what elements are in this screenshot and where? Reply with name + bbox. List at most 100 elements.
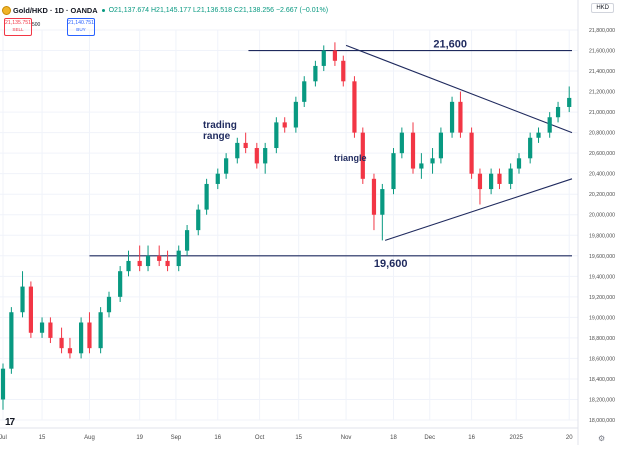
tradingview-logo[interactable]: 17 [5, 417, 15, 428]
y-axis[interactable]: 18,000,000 18,200,000 18,400,000 18,600,000… [577, 0, 615, 445]
x-tick-label: Sep [171, 435, 182, 441]
x-tick-label: 15 [39, 435, 46, 441]
candles[interactable] [0, 42, 572, 410]
candle-body [528, 137, 533, 159]
candle-body [293, 101, 298, 128]
label-triangle: triangle [334, 153, 367, 163]
candle-body [313, 65, 318, 82]
candle-body [508, 168, 513, 184]
candle-body [215, 173, 220, 184]
candle-body [126, 260, 131, 272]
y-tick-label: 18,800,000 [589, 336, 615, 342]
gold-symbol-icon [2, 5, 11, 15]
y-tick-label: 20,000,000 [589, 213, 615, 219]
candle-body [118, 271, 123, 297]
label-trading-range-line: range [203, 131, 231, 142]
x-tick-label: Jul [0, 435, 7, 441]
triangle-lower-line [384, 178, 573, 241]
candle-body [547, 117, 552, 133]
x-tick-label: Dec [424, 435, 435, 441]
candle-body [399, 132, 404, 154]
candle-body [419, 163, 424, 169]
candle-body [254, 148, 259, 164]
y-tick-label: 19,800,000 [589, 233, 615, 239]
candle-body [9, 312, 14, 369]
y-tick-label: 20,600,000 [589, 151, 615, 157]
candle-body [243, 142, 248, 149]
candle-body [438, 132, 444, 159]
y-tick-label: 18,000,000 [589, 418, 615, 424]
candle-body [430, 158, 435, 164]
buy-button[interactable]: 21,140.751 BUY [67, 18, 95, 36]
label-19600: 19,600 [374, 258, 408, 270]
candle-body [536, 132, 541, 138]
label-trading-range: trading range [203, 120, 237, 142]
candle-body [458, 101, 463, 133]
label-trading-range-line: trading [203, 120, 237, 131]
candle-body [157, 255, 162, 261]
candle-body [145, 255, 151, 267]
x-tick-label: 16 [468, 435, 475, 441]
x-tick-label: 16 [214, 435, 221, 441]
y-tick-label: 20,200,000 [589, 192, 615, 198]
candle-body [477, 173, 483, 190]
sell-price: 21,135.751 [5, 20, 31, 26]
candle-body [380, 189, 385, 215]
symbol-title[interactable]: Gold/HKD · 1D · OANDA [13, 5, 98, 15]
candle-body [184, 230, 190, 251]
candle-body [106, 296, 112, 313]
candle-body [176, 250, 181, 267]
candle-body [449, 101, 455, 133]
x-tick-label: 20 [566, 435, 573, 441]
candle-body [341, 60, 346, 82]
y-tick-label: 18,400,000 [589, 377, 615, 383]
candle-body [371, 178, 377, 215]
candle-body [20, 286, 25, 313]
chart-header: Gold/HKD · 1D · OANDA O21,137.674 H21,14… [0, 3, 328, 17]
candle-body [321, 50, 326, 66]
market-status-icon [101, 8, 105, 12]
candle-body [332, 50, 338, 61]
y-tick-label: 18,600,000 [589, 356, 615, 362]
x-tick-label: Oct [255, 435, 265, 441]
candle-body [274, 122, 279, 149]
candle-body [489, 173, 494, 190]
candle-body [78, 322, 84, 354]
annotation-lines [89, 44, 573, 257]
sell-button[interactable]: 21,135.751 SELL [4, 18, 32, 36]
currency-label[interactable]: HKD [591, 3, 614, 13]
triangle-upper-line [345, 44, 573, 134]
annotation-labels: 21,600 19,600 trading range triangle [203, 39, 467, 270]
candle-body [235, 142, 240, 159]
candle-body [263, 148, 268, 164]
candle-body [352, 81, 357, 133]
candle-body [516, 158, 522, 169]
x-tick-label: 18 [390, 435, 397, 441]
candle-body [28, 286, 33, 333]
candle-body [497, 173, 502, 184]
candle-body [98, 312, 103, 349]
y-tick-label: 21,000,000 [589, 110, 615, 116]
y-tick-label: 21,400,000 [589, 69, 615, 75]
y-tick-label: 21,600,000 [589, 49, 615, 55]
x-axis[interactable]: Jul 15 Aug 19 Sep 16 Oct 15 Nov 18 Dec 16 2025 20 [0, 427, 578, 441]
candle-body [59, 337, 64, 349]
candle-body [360, 132, 365, 179]
candle-body [555, 106, 561, 118]
x-tick-label: 2025 [510, 435, 524, 441]
x-tick-label: 19 [136, 435, 143, 441]
candle-body [282, 122, 287, 128]
x-tick-label: Aug [84, 435, 95, 441]
settings-gear-icon[interactable]: ⚙ [598, 434, 606, 443]
candle-body [204, 183, 209, 210]
x-tick-label: Nov [341, 435, 352, 441]
candle-body [137, 260, 142, 267]
x-tick-label: 15 [295, 435, 302, 441]
candle-body [224, 158, 229, 174]
spread-value: 500 [32, 22, 41, 28]
candle-body [67, 348, 73, 354]
candle-body [39, 322, 45, 333]
y-tick-label: 18,200,000 [589, 397, 615, 403]
